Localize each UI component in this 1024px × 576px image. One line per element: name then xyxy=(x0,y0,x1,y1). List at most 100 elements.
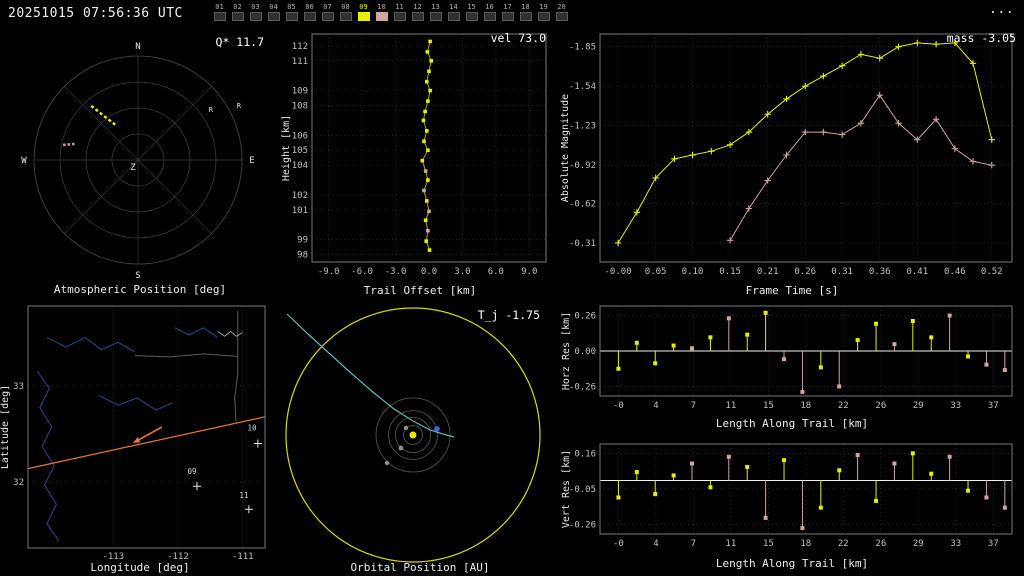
svg-text:-1.54: -1.54 xyxy=(569,82,596,92)
svg-text:101: 101 xyxy=(292,206,308,216)
horizontal-residuals-panel: -0 4 7 11 15 18 22 26 29 33 37 0.26 0.00 -0.26 Horz Re… xyxy=(560,300,1024,438)
frame-button-17[interactable]: 17 xyxy=(500,3,515,21)
frame-thumb xyxy=(501,12,514,21)
svg-text:0.26: 0.26 xyxy=(794,267,816,277)
length-along-trail-axis-title-horz: Length Along Trail [km] xyxy=(715,417,869,430)
svg-text:37: 37 xyxy=(988,401,999,411)
frame-number: 12 xyxy=(413,3,422,11)
svg-text:-0: -0 xyxy=(613,539,624,549)
frame-thumb xyxy=(213,12,226,21)
height-profile-panel: -9.0 -6.0 -3.0 0.0 3.0 6.0 9.0 98 99 101 102 104 105… xyxy=(280,28,560,300)
frame-button-12[interactable]: 12 xyxy=(410,3,425,21)
atmospheric-polar-plot: N S E W Z R R xyxy=(21,42,254,281)
svg-text:108: 108 xyxy=(292,102,308,112)
lightcurve-plot: -0.00 0.05 0.10 0.15 0.21 0.26 0.31 0.36 0.41 0.4… xyxy=(560,33,1013,277)
station-marker-09 xyxy=(192,482,201,491)
svg-text:W: W xyxy=(21,156,27,166)
station-marker-10 xyxy=(253,439,262,448)
svg-text:0.0: 0.0 xyxy=(421,267,437,277)
frame-thumb xyxy=(465,12,478,21)
svg-text:0.26: 0.26 xyxy=(574,312,596,322)
frame-number: 13 xyxy=(431,3,440,11)
svg-text:29: 29 xyxy=(913,401,924,411)
frame-button-05[interactable]: 05 xyxy=(284,3,299,21)
trail-offset-axis-title: Trail Offset [km] xyxy=(363,284,477,297)
frame-button-13[interactable]: 13 xyxy=(428,3,443,21)
svg-text:0.36: 0.36 xyxy=(869,267,891,277)
timestamp-label: 20251015 07:56:36 UTC xyxy=(8,6,183,21)
sun-dot xyxy=(409,431,417,439)
svg-text:-0.31: -0.31 xyxy=(569,239,596,249)
trail-height-points xyxy=(421,41,432,251)
svg-text:22: 22 xyxy=(838,539,849,549)
frame-thumb xyxy=(411,12,424,21)
frame-thumb xyxy=(249,12,262,21)
svg-text:0.10: 0.10 xyxy=(682,267,704,277)
frame-number: 08 xyxy=(341,3,350,11)
frame-number: 01 xyxy=(215,3,224,11)
frame-thumb xyxy=(339,12,352,21)
planet-orbit xyxy=(388,410,438,460)
orbital-position-panel: T_j -1.75 Orbital Position [AU] xyxy=(280,300,560,576)
svg-text:0.52: 0.52 xyxy=(981,267,1003,277)
svg-text:32: 32 xyxy=(13,478,24,488)
detail-line xyxy=(217,330,243,337)
length-along-trail-axis-title-vert: Length Along Trail [km] xyxy=(715,557,869,570)
frame-button-03[interactable]: 03 xyxy=(248,3,263,21)
svg-text:-0.62: -0.62 xyxy=(569,199,596,209)
height-vs-trail-offset-plot: -9.0 -6.0 -3.0 0.0 3.0 6.0 9.0 98 99 101 102 104 105… xyxy=(281,33,547,277)
frame-button-04[interactable]: 04 xyxy=(266,3,281,21)
svg-text:-112: -112 xyxy=(167,552,189,562)
ground-track-panel: -113 -112 -111 33 32 10 09 11 Latitude [deg] Lon… xyxy=(0,300,280,576)
velocity-value-label: vel 73.0 xyxy=(490,31,546,45)
svg-text:11: 11 xyxy=(725,401,736,411)
topbar: 20251015 07:56:36 UTC 01 02 03 04 05 06 07 08 09… xyxy=(0,0,1024,28)
svg-text:E: E xyxy=(249,156,254,166)
frame-button-07[interactable]: 07 xyxy=(320,3,335,21)
lightcurve-panel: -0.00 0.05 0.10 0.15 0.21 0.26 0.31 0.36 0.41 0.4… xyxy=(560,28,1024,300)
water-feature xyxy=(174,327,218,338)
frame-number: 03 xyxy=(251,3,260,11)
svg-text:0.46: 0.46 xyxy=(944,267,966,277)
frame-button-02[interactable]: 02 xyxy=(230,3,245,21)
frame-button-06[interactable]: 06 xyxy=(302,3,317,21)
svg-text:S: S xyxy=(135,271,140,281)
frame-selector: 01 02 03 04 05 06 07 08 09 10 11 12 13 14 15 16 17 18 19 20 xyxy=(212,3,569,21)
svg-text:-3.0: -3.0 xyxy=(385,267,407,277)
frame-thumb xyxy=(447,12,460,21)
svg-text:-111: -111 xyxy=(232,552,254,562)
frame-number: 10 xyxy=(377,3,386,11)
frame-button-19[interactable]: 19 xyxy=(536,3,551,21)
svg-text:0.21: 0.21 xyxy=(757,267,779,277)
svg-text:-0.92: -0.92 xyxy=(569,161,596,171)
svg-text:-1.85: -1.85 xyxy=(569,43,596,53)
frame-button-10[interactable]: 10 xyxy=(374,3,389,21)
svg-text:11: 11 xyxy=(239,491,248,500)
planet-orbit xyxy=(395,417,432,454)
svg-text:-1.23: -1.23 xyxy=(569,122,596,132)
frame-button-16[interactable]: 16 xyxy=(482,3,497,21)
frame-button-01[interactable]: 01 xyxy=(212,3,227,21)
frame-number: 11 xyxy=(395,3,404,11)
frame-button-18[interactable]: 18 xyxy=(518,3,533,21)
svg-text:98: 98 xyxy=(297,251,308,261)
overflow-menu-button[interactable]: ... xyxy=(988,1,1014,17)
frame-button-08[interactable]: 08 xyxy=(338,3,353,21)
water-feature xyxy=(46,336,135,353)
frame-button-20[interactable]: 20 xyxy=(554,3,569,21)
frame-button-15[interactable]: 15 xyxy=(464,3,479,21)
frame-button-14[interactable]: 14 xyxy=(446,3,461,21)
frame-thumb xyxy=(303,12,316,21)
frame-button-11[interactable]: 11 xyxy=(392,3,407,21)
frame-number: 04 xyxy=(269,3,278,11)
ground-track-line xyxy=(27,416,266,470)
vertical-residuals-panel: -0 4 7 11 15 18 22 26 29 33 37 0.16 -0.05 -0.26 Vert R… xyxy=(560,438,1024,576)
svg-text:7: 7 xyxy=(691,401,696,411)
svg-text:18: 18 xyxy=(800,401,811,411)
frame-number: 07 xyxy=(323,3,332,11)
svg-text:-0: -0 xyxy=(613,401,624,411)
station-marker-11 xyxy=(244,505,253,514)
svg-text:105: 105 xyxy=(292,146,308,156)
frame-button-09[interactable]: 09 xyxy=(356,3,371,21)
svg-text:Latitude [deg]: Latitude [deg] xyxy=(0,385,11,469)
